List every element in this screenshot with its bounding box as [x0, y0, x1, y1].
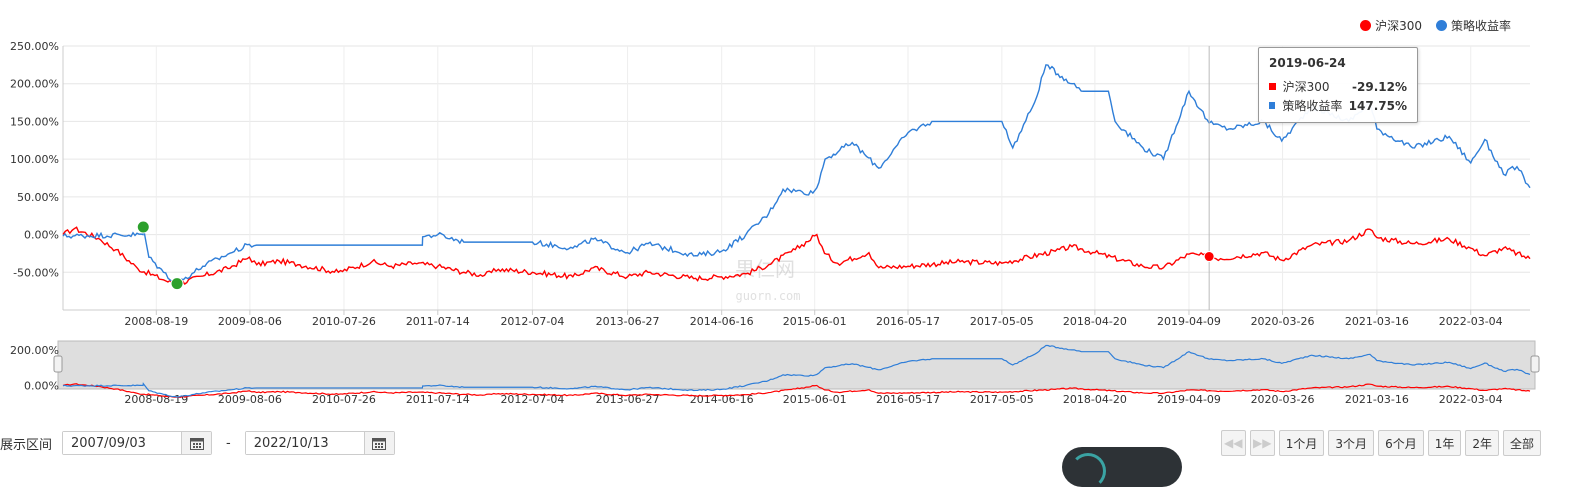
loading-widget — [1062, 447, 1182, 489]
legend-item-hs300[interactable]: 沪深300 — [1360, 17, 1422, 34]
navigator-x-tick-label: 2012-07-04 — [500, 393, 564, 406]
x-tick-label: 2015-06-01 — [783, 315, 847, 328]
x-tick-label: 2011-07-14 — [406, 315, 470, 328]
end-date-box — [244, 431, 395, 455]
series-layer — [62, 64, 1531, 286]
main-grid — [63, 45, 1530, 310]
x-tick-label: 2008-08-19 — [124, 315, 188, 328]
x-tick-label: 2014-06-16 — [690, 315, 754, 328]
x-axis: 2008-08-192008-08-192009-08-062009-08-06… — [63, 309, 1530, 406]
tooltip-row: 策略收益率 147.75% — [1269, 96, 1407, 115]
y-tick-label: -50.00% — [13, 266, 59, 279]
legend: 沪深300 策略收益率 — [1360, 17, 1511, 34]
start-date-box — [62, 431, 213, 455]
date-range-bar: 展示区间 - — [0, 430, 395, 456]
navigator-series-line-1 — [62, 344, 1531, 398]
navigator-left-handle — [53, 355, 63, 373]
navigator-x-tick-label: 2019-04-09 — [1157, 393, 1221, 406]
navigator-mask — [57, 340, 1536, 390]
x-tick-label: 2016-05-17 — [876, 315, 940, 328]
spinner-icon — [1070, 453, 1106, 489]
tooltip: 2019-06-24 沪深300 -29.12% 策略收益率 147.75% — [1258, 47, 1418, 123]
x-tick-label: 2018-04-20 — [1063, 315, 1127, 328]
legend-dot-icon — [1435, 20, 1447, 31]
chart-canvas: 250.00% 200.00% 150.00% 100.00% 50.00% 0.00% -… — [10, 40, 1540, 406]
y-tick-label: 150.00% — [10, 115, 59, 128]
legend-dot-icon — [1360, 20, 1372, 31]
y-tick-label: 100.00% — [10, 153, 59, 166]
y-tick-label: 200.00% — [10, 78, 59, 91]
tooltip-series-value: 147.75% — [1348, 98, 1407, 113]
legend-item-strategy[interactable]: 策略收益率 — [1435, 17, 1511, 34]
navigator-x-tick-label: 2016-05-17 — [876, 393, 940, 406]
square-icon — [1269, 102, 1276, 109]
legend-label: 策略收益率 — [1450, 19, 1511, 33]
y-tick-label: 50.00% — [17, 191, 59, 204]
navigator-x-tick-label: 2022-03-04 — [1439, 393, 1503, 406]
navigator-x-tick-label: 2011-07-14 — [406, 393, 470, 406]
tooltip-series-value: -29.12% — [1352, 79, 1407, 94]
tooltip-series-name: 沪深300 — [1282, 80, 1330, 94]
navigator-y-tick-label: 200.00% — [10, 344, 59, 357]
watermark: 果仁网 guorn.com — [735, 257, 801, 303]
x-tick-label: 2012-07-04 — [500, 315, 564, 328]
x-tick-label: 2009-08-06 — [218, 315, 282, 328]
x-tick-label: 2010-07-26 — [312, 315, 376, 328]
calendar-icon[interactable] — [363, 432, 394, 454]
tooltip-series-name: 策略收益率 — [1282, 99, 1343, 113]
range-all-button[interactable]: 全部 — [1502, 430, 1541, 456]
x-tick-label: 2022-03-04 — [1439, 315, 1503, 328]
prev-page-icon[interactable]: ◀◀ — [1220, 430, 1246, 456]
chart-marker — [170, 277, 184, 291]
tooltip-row: 沪深300 -29.12% — [1269, 77, 1407, 96]
end-date-input[interactable] — [245, 432, 364, 454]
navigator-x-tick-label: 2017-05-05 — [970, 393, 1034, 406]
range-1m-button[interactable]: 1个月 — [1278, 430, 1325, 456]
range-3m-button[interactable]: 3个月 — [1328, 430, 1375, 456]
chart-marker — [136, 220, 150, 234]
y-tick-label: 250.00% — [10, 40, 59, 53]
range-separator: - — [226, 435, 231, 451]
square-icon — [1269, 83, 1276, 90]
x-tick-label: 2017-05-05 — [970, 315, 1034, 328]
start-date-input[interactable] — [63, 432, 182, 454]
navigator-x-tick-label: 2020-03-26 — [1251, 393, 1315, 406]
navigator-right-handle — [1530, 355, 1540, 373]
x-tick-label: 2020-03-26 — [1251, 315, 1315, 328]
navigator-x-tick-label: 2010-07-26 — [312, 393, 376, 406]
y-tick-label: 0.00% — [24, 229, 59, 242]
tooltip-date: 2019-06-24 — [1269, 56, 1346, 70]
next-page-icon[interactable]: ▶▶ — [1249, 430, 1275, 456]
navigator-y-tick-label: 0.00% — [24, 379, 59, 392]
x-tick-label: 2019-04-09 — [1157, 315, 1221, 328]
x-tick-label: 2021-03-16 — [1345, 315, 1409, 328]
range-buttons: ◀◀ ▶▶ 1个月 3个月 6个月 1年 2年 全部 — [1220, 430, 1541, 456]
chart-marker — [1203, 251, 1215, 263]
watermark-sub: guorn.com — [735, 289, 800, 303]
markers — [136, 220, 1215, 291]
series-line-1 — [62, 64, 1531, 285]
y-axis: 250.00% 200.00% 150.00% 100.00% 50.00% 0.00% -… — [10, 40, 64, 310]
range-6m-button[interactable]: 6个月 — [1378, 430, 1424, 456]
navigator-x-tick-label: 2013-06-27 — [596, 393, 660, 406]
navigator-x-tick-label: 2015-06-01 — [783, 393, 847, 406]
navigator-x-tick-label: 2021-03-16 — [1345, 393, 1409, 406]
navigator-x-tick-label: 2018-04-20 — [1063, 393, 1127, 406]
series-line-0 — [62, 226, 1531, 286]
range-label: 展示区间 — [0, 437, 53, 453]
range-1y-button[interactable]: 1年 — [1427, 430, 1462, 456]
calendar-icon[interactable] — [181, 432, 212, 454]
range-2y-button[interactable]: 2年 — [1465, 430, 1499, 456]
navigator: 200.00% 0.00% — [10, 340, 1540, 398]
navigator-series-line-0 — [62, 383, 1531, 398]
x-tick-label: 2013-06-27 — [596, 315, 660, 328]
navigator-x-tick-label: 2009-08-06 — [218, 393, 282, 406]
legend-label: 沪深300 — [1375, 19, 1422, 33]
